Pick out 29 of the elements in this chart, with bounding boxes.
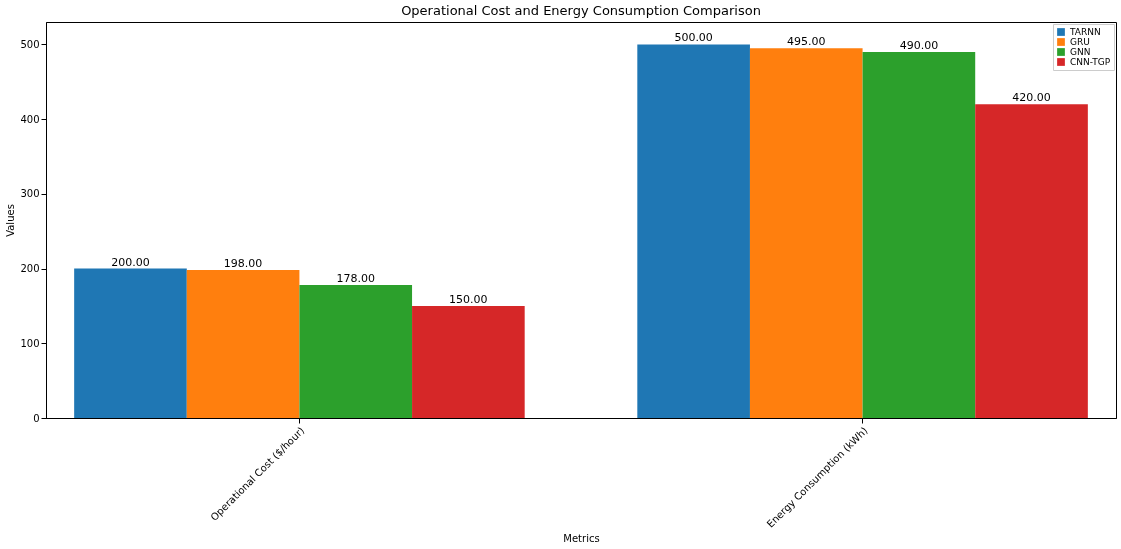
bar <box>412 305 525 418</box>
y-tick-label: 200 <box>20 263 40 275</box>
y-tick-label: 400 <box>20 113 40 125</box>
data-label: 150.00 <box>449 292 488 306</box>
chart-title: Operational Cost and Energy Consumption Comparison <box>401 3 761 18</box>
data-label: 420.00 <box>1012 91 1051 105</box>
data-label: 200.00 <box>111 255 150 269</box>
bar <box>862 51 976 418</box>
y-tick-label: 100 <box>20 337 40 349</box>
y-tick-label: 0 <box>33 412 40 424</box>
bar <box>637 44 750 418</box>
data-label: 500.00 <box>674 31 713 45</box>
bar <box>74 268 187 418</box>
data-label: 198.00 <box>223 257 263 271</box>
y-tick-label: 300 <box>20 188 40 200</box>
bar <box>749 48 863 418</box>
bar <box>186 270 300 418</box>
y-tick-label: 500 <box>20 38 40 50</box>
data-label: 490.00 <box>899 38 939 52</box>
legend-label: CNN-TGP <box>1070 57 1111 67</box>
data-label: 178.00 <box>336 272 375 285</box>
data-label: 495.00 <box>787 35 826 49</box>
x-axis-title: Metrics <box>563 532 600 544</box>
legend-label: TARNN <box>1069 27 1101 37</box>
bar <box>299 285 413 418</box>
legend-label: GNN <box>1070 47 1091 57</box>
y-axis-title: Values <box>5 204 17 237</box>
legend-label: GRU <box>1070 37 1090 47</box>
bar <box>975 104 1088 418</box>
